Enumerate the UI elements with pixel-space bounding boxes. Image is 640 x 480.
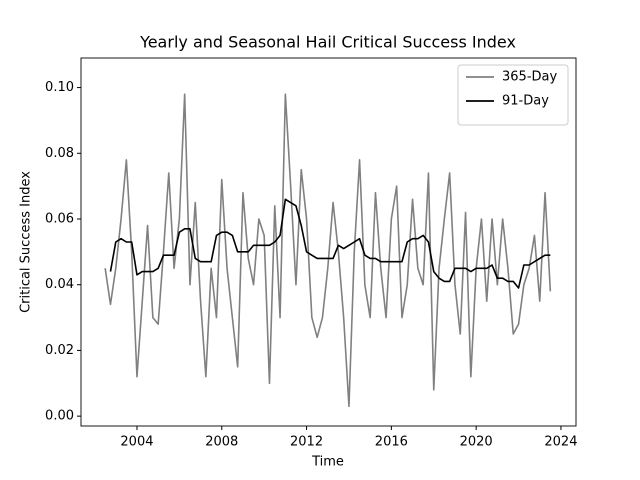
y-tick-label: 0.10 xyxy=(45,80,74,95)
legend-label: 365-Day xyxy=(502,70,557,85)
x-tick-label: 2016 xyxy=(375,435,408,450)
y-tick-label: 0.02 xyxy=(45,343,74,358)
y-axis-label: Critical Success Index xyxy=(19,171,34,313)
y-tick-label: 0.08 xyxy=(45,146,74,161)
x-tick-label: 2024 xyxy=(544,435,577,450)
chart-title: Yearly and Seasonal Hail Critical Succes… xyxy=(139,33,516,52)
legend-box xyxy=(457,64,569,126)
x-tick-label: 2004 xyxy=(120,435,153,450)
series-line xyxy=(109,198,551,289)
x-axis-label: Time xyxy=(311,455,344,470)
legend-label: 91-Day xyxy=(502,94,549,109)
x-tick-label: 2020 xyxy=(460,435,493,450)
y-tick-label: 0.00 xyxy=(45,409,74,424)
x-tick-label: 2008 xyxy=(205,435,238,450)
y-tick-label: 0.06 xyxy=(45,212,74,227)
axes-frame xyxy=(80,57,577,427)
x-tick-label: 2012 xyxy=(290,435,323,450)
y-tick-label: 0.04 xyxy=(45,277,74,292)
